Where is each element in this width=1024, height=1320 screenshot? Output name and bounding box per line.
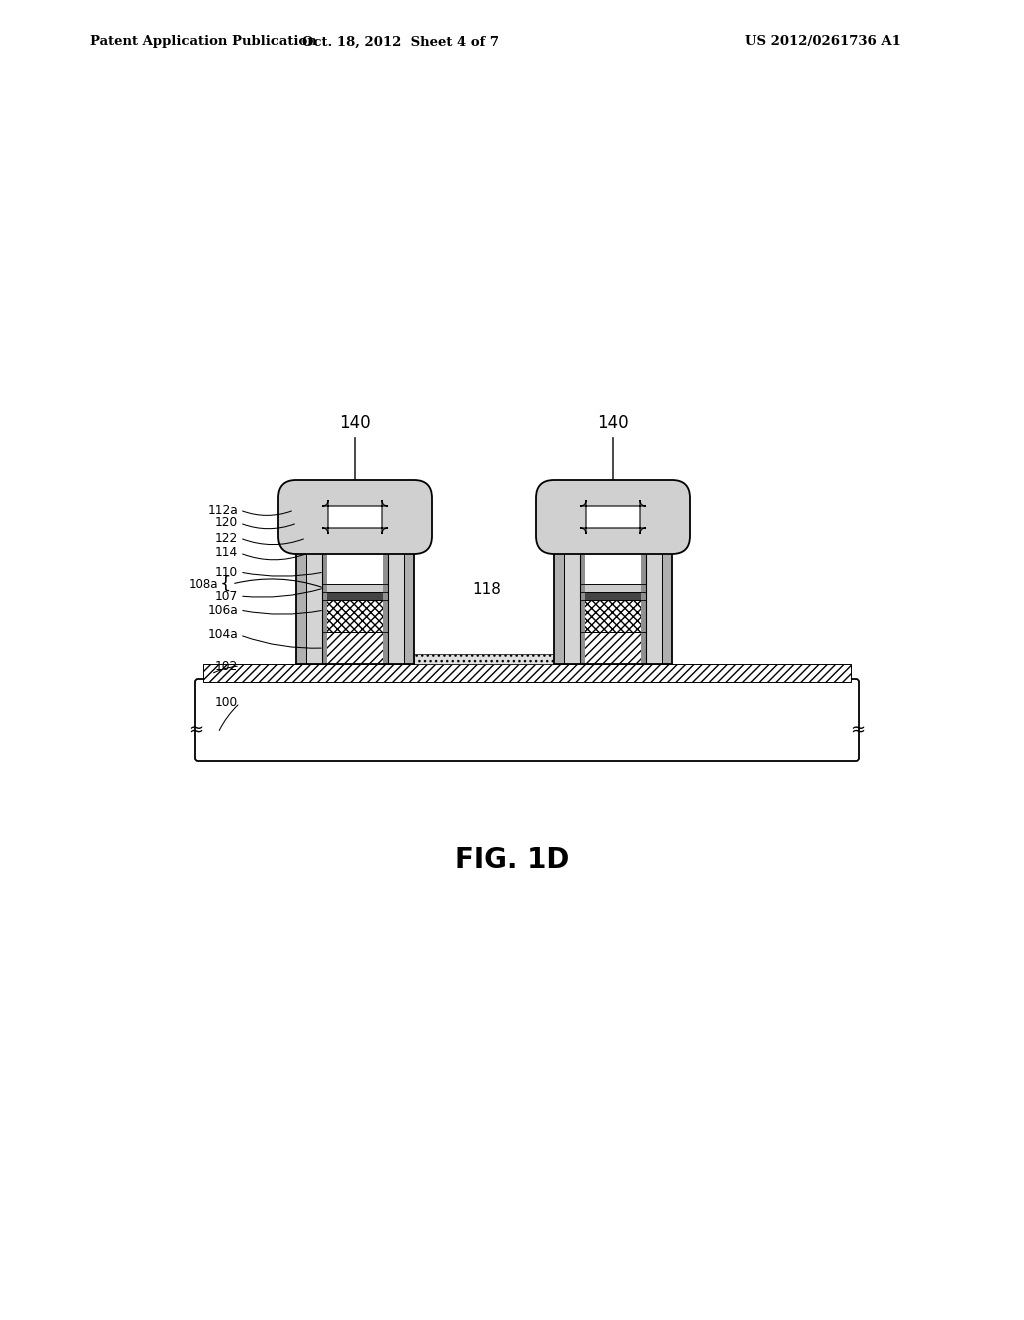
Bar — [322, 601, 388, 632]
Bar — [580, 504, 585, 664]
Bar — [203, 664, 851, 682]
Text: ≈: ≈ — [188, 721, 204, 739]
Bar — [554, 500, 564, 664]
FancyArrowPatch shape — [243, 554, 305, 560]
FancyArrowPatch shape — [213, 667, 238, 673]
Bar — [641, 504, 646, 664]
Text: 102: 102 — [215, 660, 238, 672]
FancyArrowPatch shape — [243, 524, 295, 529]
FancyArrowPatch shape — [243, 589, 322, 597]
Bar — [564, 500, 580, 664]
Text: 140: 140 — [597, 414, 629, 491]
Bar — [322, 591, 388, 601]
Bar — [662, 500, 672, 664]
Bar — [322, 583, 388, 591]
Text: 108a: 108a — [188, 578, 218, 590]
Text: {: { — [220, 576, 231, 593]
Bar — [580, 591, 646, 601]
Text: 122: 122 — [215, 532, 238, 544]
Bar — [580, 583, 646, 591]
Bar — [322, 632, 388, 664]
Text: 100: 100 — [215, 697, 238, 710]
Text: FIG. 1D: FIG. 1D — [455, 846, 569, 874]
Bar — [404, 500, 414, 664]
FancyArrowPatch shape — [234, 579, 322, 587]
Text: 112a: 112a — [207, 503, 238, 516]
Text: Oct. 18, 2012  Sheet 4 of 7: Oct. 18, 2012 Sheet 4 of 7 — [301, 36, 499, 49]
FancyArrowPatch shape — [243, 573, 322, 577]
Text: 118: 118 — [472, 582, 502, 598]
Text: 104a: 104a — [207, 628, 238, 642]
Bar — [414, 653, 554, 664]
Text: 106a: 106a — [207, 603, 238, 616]
FancyArrowPatch shape — [243, 611, 322, 614]
FancyBboxPatch shape — [322, 500, 388, 535]
Text: 120: 120 — [215, 516, 238, 529]
Bar — [296, 500, 306, 664]
Text: US 2012/0261736 A1: US 2012/0261736 A1 — [745, 36, 901, 49]
FancyBboxPatch shape — [536, 480, 690, 554]
FancyArrowPatch shape — [219, 705, 238, 730]
Bar — [580, 632, 646, 664]
FancyArrowPatch shape — [243, 511, 292, 515]
Text: 140: 140 — [339, 414, 371, 491]
FancyBboxPatch shape — [195, 678, 859, 762]
FancyBboxPatch shape — [278, 480, 432, 554]
Bar — [646, 500, 662, 664]
FancyArrowPatch shape — [243, 636, 322, 648]
FancyBboxPatch shape — [580, 500, 646, 535]
Text: 110: 110 — [215, 565, 238, 578]
Bar — [388, 500, 404, 664]
Bar — [322, 504, 327, 664]
Text: ≈: ≈ — [851, 721, 865, 739]
Bar — [383, 504, 388, 664]
Text: Patent Application Publication: Patent Application Publication — [90, 36, 316, 49]
FancyArrowPatch shape — [243, 539, 303, 545]
Text: 114: 114 — [215, 546, 238, 560]
Text: 107: 107 — [215, 590, 238, 602]
Bar — [322, 504, 388, 583]
Bar — [306, 500, 322, 664]
Bar — [580, 601, 646, 632]
Bar — [580, 504, 646, 583]
